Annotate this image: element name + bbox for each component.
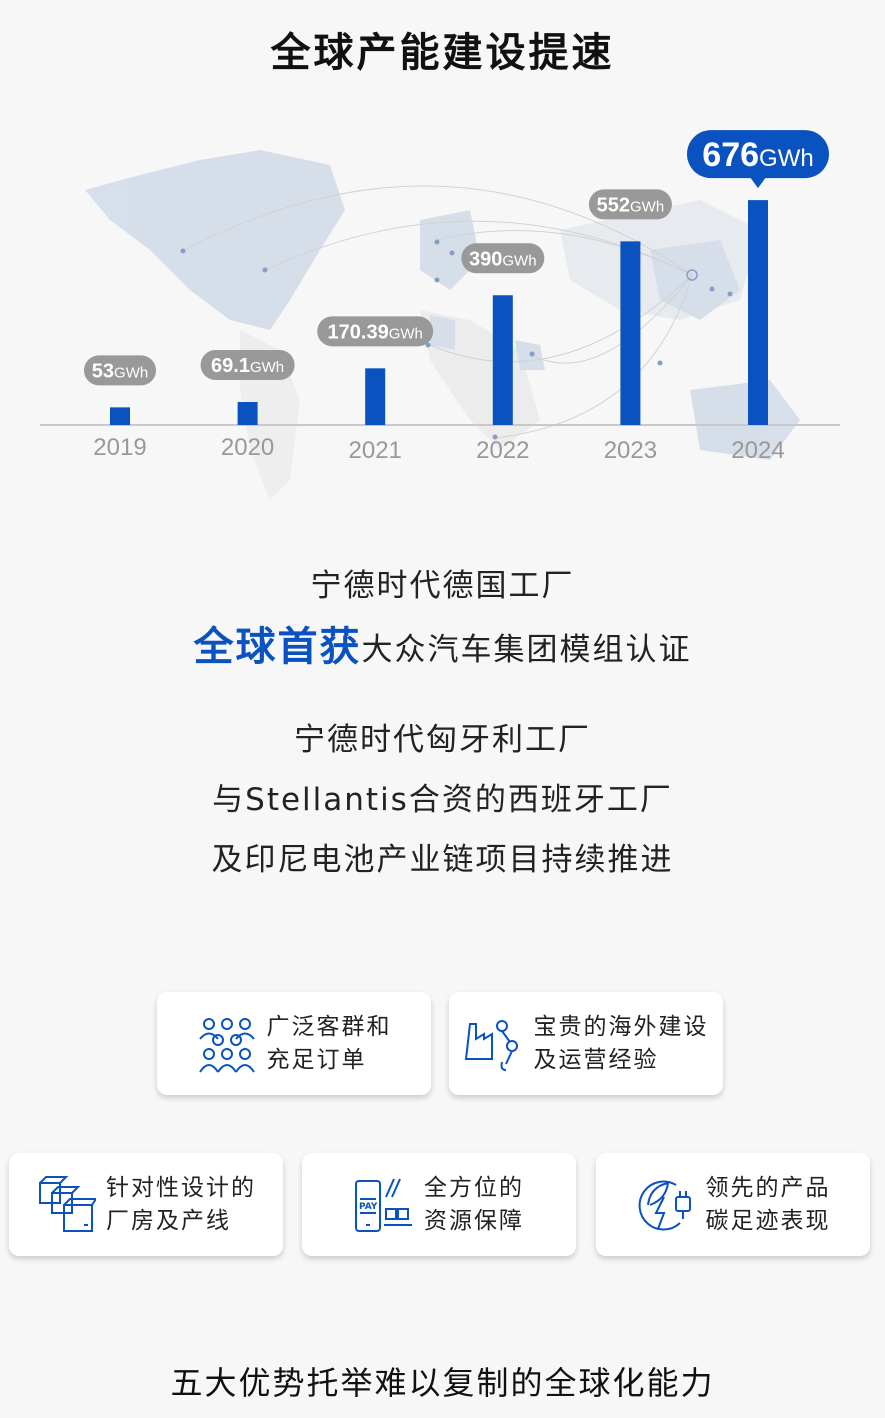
- bar: [110, 407, 130, 425]
- data-label: 53GWh: [92, 360, 148, 382]
- data-label-bubble: [200, 350, 295, 381]
- data-label: 676GWh: [702, 136, 813, 174]
- world-map-background: [85, 150, 800, 500]
- bar: [492, 295, 513, 425]
- card-text: 及运营经验: [533, 1046, 659, 1073]
- bar: [620, 241, 641, 425]
- project-line: 与Stellantis合资的西班牙工厂: [212, 782, 673, 818]
- card-text: 针对性设计的: [106, 1174, 256, 1201]
- card-text: 全方位的: [424, 1174, 524, 1201]
- data-label: 170.39GWh: [328, 321, 423, 343]
- card-text: 厂房及产线: [106, 1207, 231, 1234]
- advantage-card: 广泛客群和 充足订单: [157, 992, 431, 1095]
- summary-text: 五大优势托举难以复制的全球化能力: [170, 1364, 715, 1402]
- factory-line1: 宁德时代德国工厂: [310, 568, 575, 604]
- project-line: 及印尼电池产业链项目持续推进: [211, 842, 674, 878]
- bar: [748, 200, 768, 425]
- x-tick-label: 2020: [221, 434, 274, 461]
- data-label: 69.1GWh: [211, 355, 284, 377]
- page-title: 全球产能建设提速: [270, 30, 615, 76]
- data-label-bubble: [687, 130, 829, 179]
- data-label-bubble: [461, 243, 545, 274]
- highlight-text: 全球首获: [193, 624, 362, 670]
- factory-robot-arm-icon: [464, 1019, 518, 1071]
- card-text: 资源保障: [424, 1207, 524, 1234]
- bar: [237, 402, 258, 425]
- data-label-bubble: [317, 316, 434, 347]
- factory-line2: 全球首获大众汽车集团模组认证: [0, 614, 885, 672]
- data-label-bubble: [84, 355, 156, 386]
- advantage-card: 领先的产品碳足迹表现: [596, 1153, 870, 1256]
- data-label: 390GWh: [469, 248, 537, 270]
- x-tick-label: 2022: [476, 437, 529, 464]
- x-tick-label: 2024: [731, 437, 784, 464]
- green-energy-plug-icon: [638, 1180, 691, 1230]
- data-label: 552GWh: [597, 194, 665, 216]
- data-label-bubble: [588, 189, 672, 220]
- card-text: 广泛客群和: [266, 1013, 392, 1040]
- card-text: 充足订单: [266, 1046, 367, 1073]
- advantage-card: PAY 全方位的资源保障: [302, 1153, 576, 1256]
- project-line: 宁德时代匈牙利工厂: [294, 722, 591, 758]
- advantage-card: 宝贵的海外建设 及运营经验: [449, 992, 723, 1095]
- card-text: 宝贵的海外建设: [533, 1013, 709, 1040]
- pay-resources-icon: PAY: [355, 1178, 412, 1232]
- x-tick-label: 2023: [604, 437, 657, 464]
- x-tick-label: 2019: [93, 434, 146, 461]
- bar: [365, 368, 386, 425]
- x-tick-label: 2021: [349, 437, 402, 464]
- people-group-icon: [198, 1017, 255, 1073]
- card-text: 碳足迹表现: [705, 1207, 831, 1234]
- bubble-pointer: [750, 177, 766, 189]
- factory-line2-rest: 大众汽车集团模组认证: [361, 632, 692, 668]
- card-text: 领先的产品: [705, 1174, 831, 1201]
- advantage-card: 针对性设计的 厂房及产线: [9, 1153, 283, 1256]
- boxes-icon: [39, 1175, 96, 1232]
- capacity-bar-chart: 2019 53GWh 2020 69.1GWh 2021 170.39GWh 2022 390…: [40, 130, 840, 500]
- svg-text:PAY: PAY: [359, 1202, 378, 1212]
